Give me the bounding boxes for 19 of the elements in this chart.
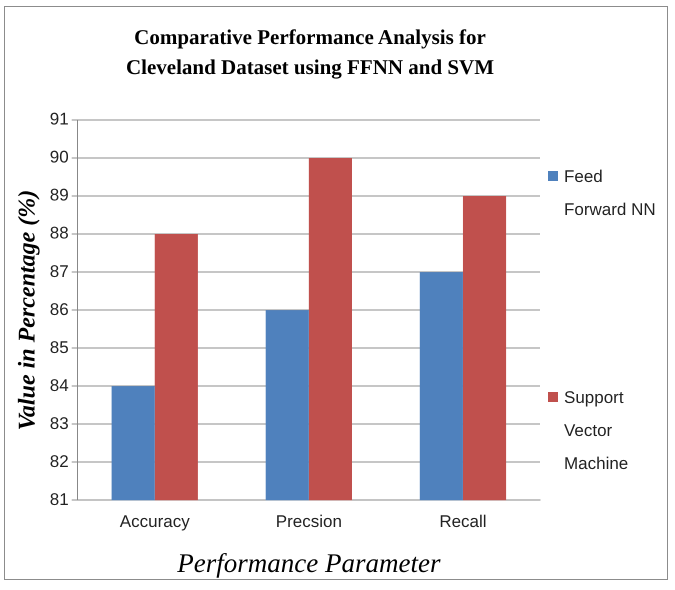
y-tick-label: 81 (50, 490, 69, 509)
x-axis-title: Performance Parameter (176, 548, 441, 578)
x-tick-label: Precsion (276, 512, 342, 532)
x-tick-label: Recall (439, 512, 487, 532)
y-tick-label: 85 (50, 338, 69, 357)
y-tick-label: 88 (50, 224, 69, 243)
y-axis-title: Value in Percentage (%) (14, 190, 41, 430)
y-tick-label: 87 (50, 262, 69, 281)
y-tick-label: 83 (50, 414, 69, 433)
y-tick-label: 82 (50, 452, 69, 471)
y-tick-label: 89 (50, 186, 69, 205)
y-tick-label: 86 (50, 300, 69, 319)
x-tick-label: Accuracy (120, 512, 190, 532)
y-tick-label: 84 (50, 376, 69, 395)
legend-label: Feed Forward NN (564, 166, 657, 221)
y-tick-label: 90 (50, 148, 69, 167)
chart-title: Comparative Performance Analysis for Cleveland Dataset using FFNN and SVM (124, 24, 496, 81)
y-tick-label: 91 (50, 110, 69, 129)
legend-label: Support Vector Machine (564, 387, 630, 475)
